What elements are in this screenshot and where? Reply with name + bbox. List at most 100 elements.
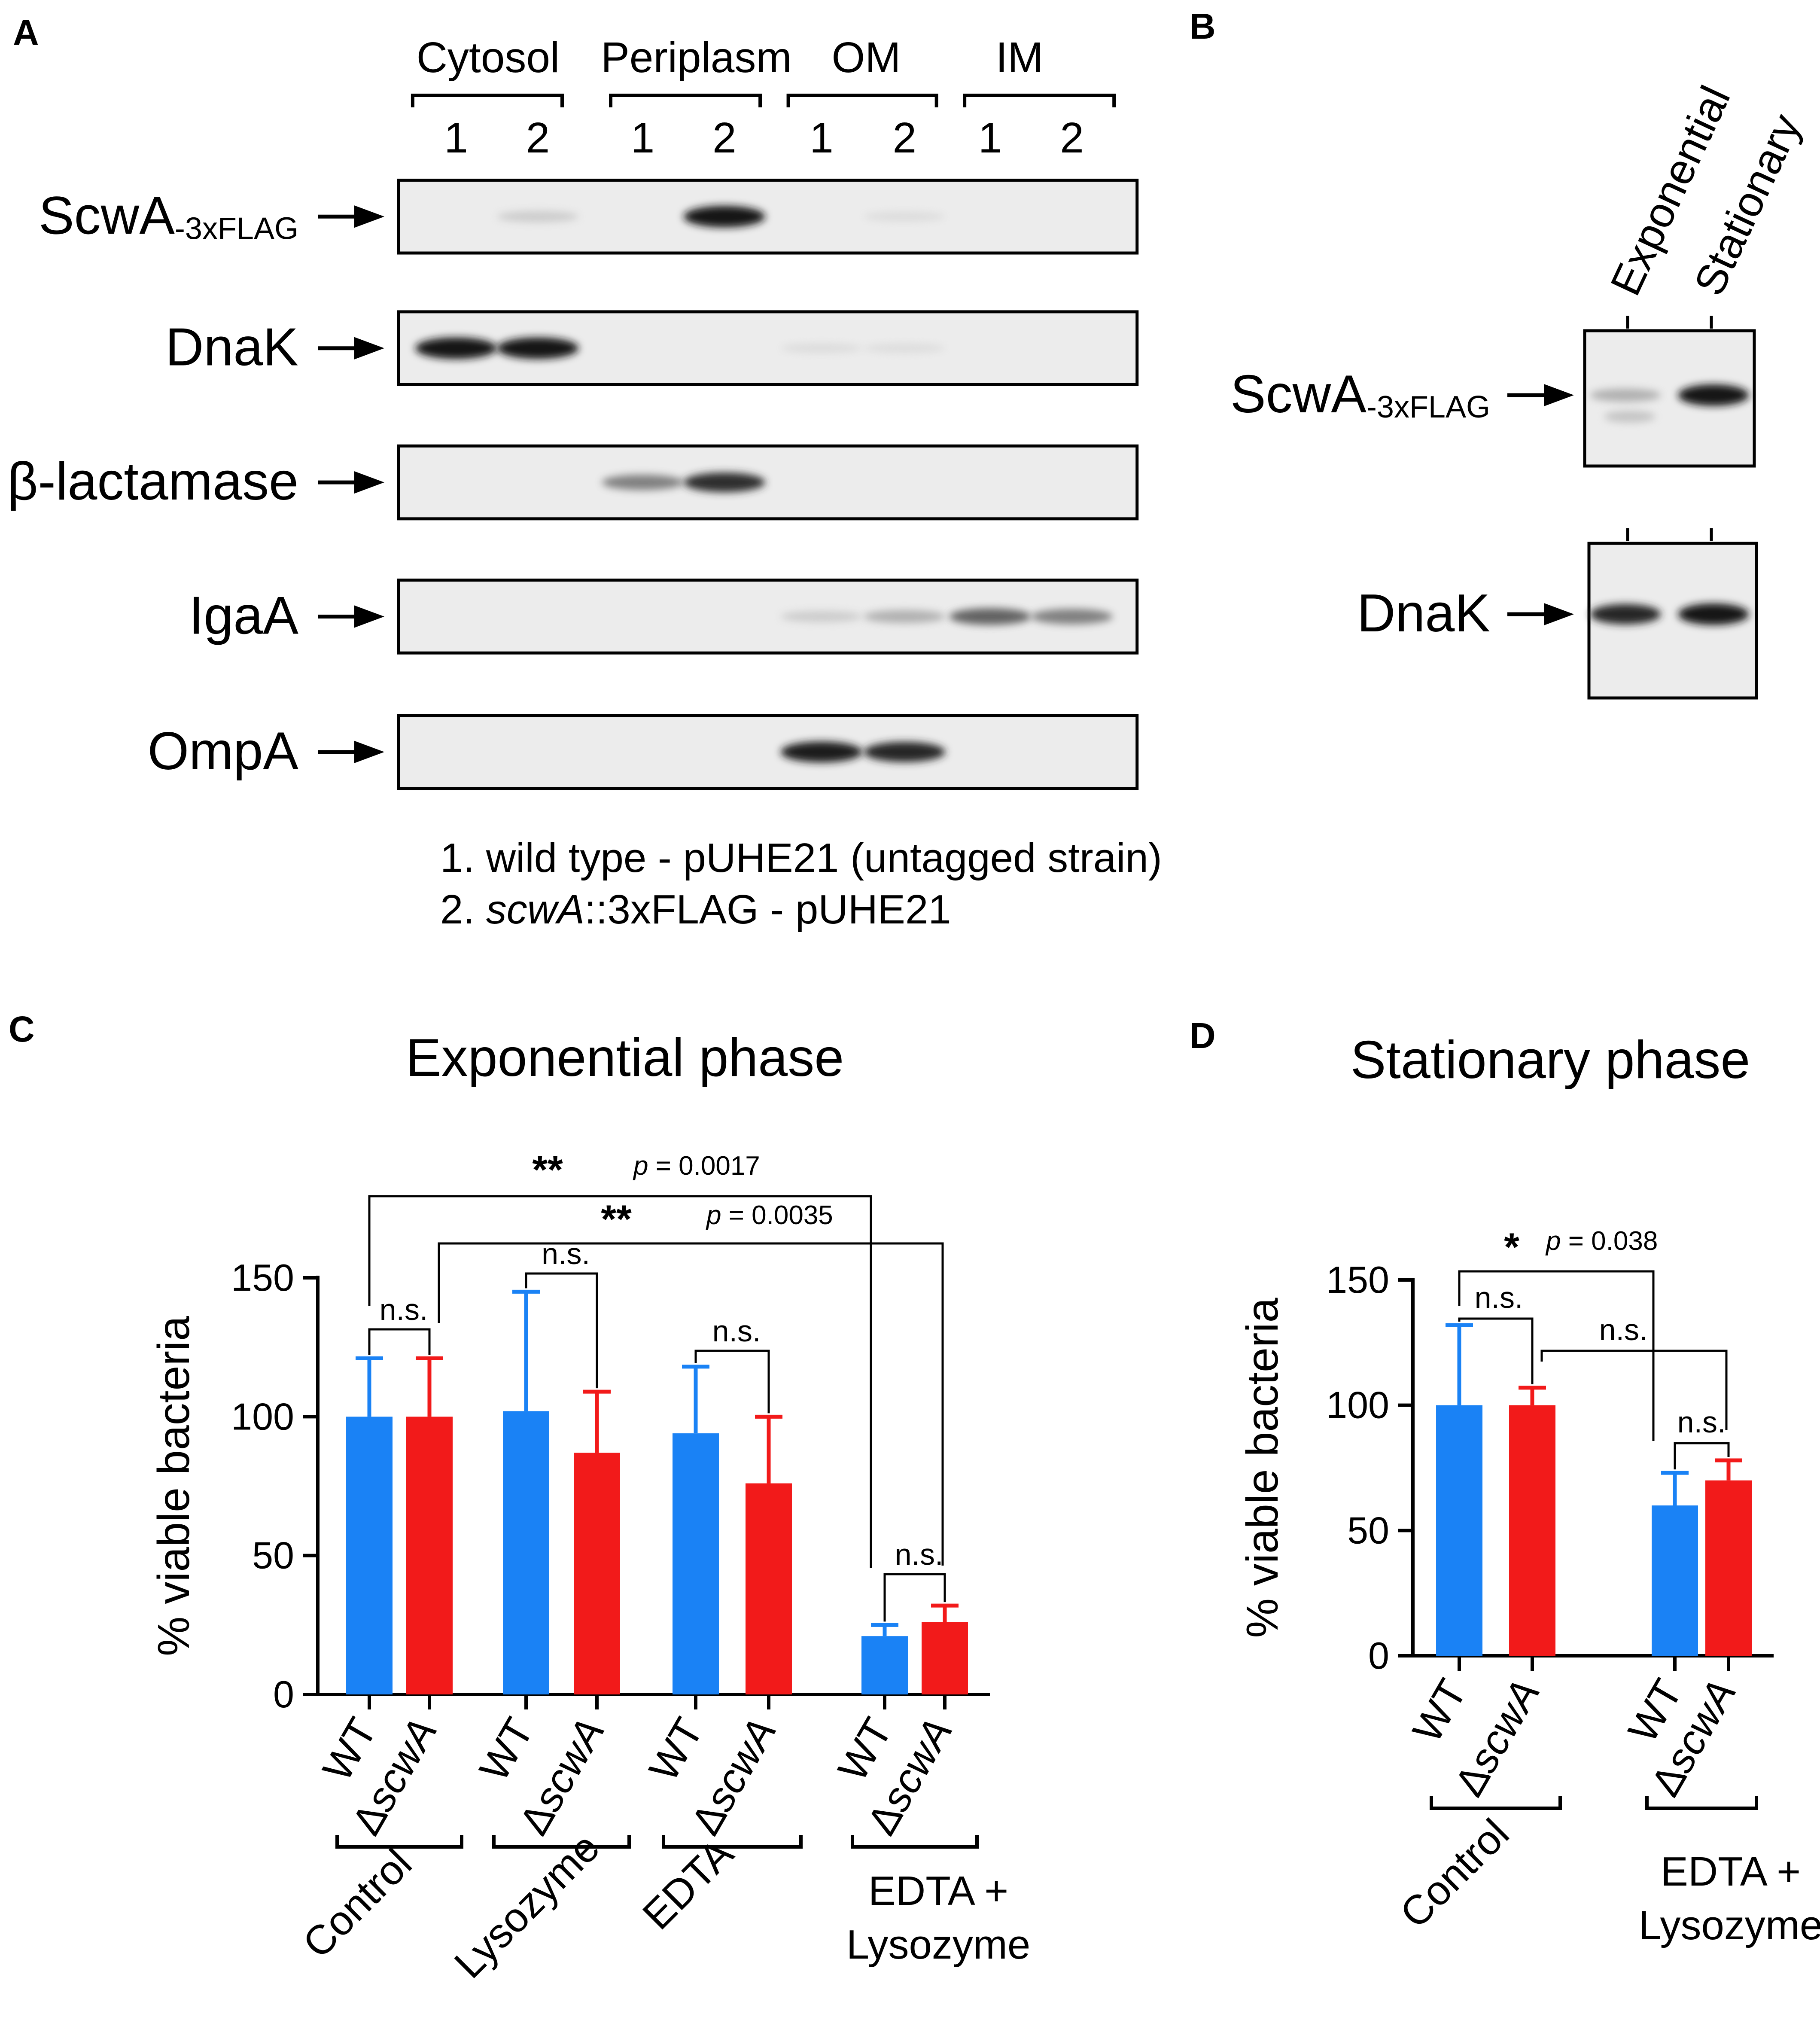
bar-wt	[861, 1636, 908, 1694]
category-label: WT	[471, 1710, 542, 1789]
blot-arrow-head	[354, 337, 384, 360]
fraction-label: IM	[996, 34, 1044, 82]
blot-3: β-lactamase	[7, 444, 1139, 521]
y-tick-label: 150	[1326, 1258, 1389, 1301]
fraction-label: Periplasm	[601, 34, 792, 82]
bar-scwa	[746, 1483, 792, 1694]
group-label: EDTA + Lysozyme	[1639, 1849, 1820, 1948]
blot-b-2: DnaK	[1357, 528, 1758, 700]
panel-label-d: D	[1190, 1015, 1216, 1056]
blot-band	[780, 741, 862, 763]
group-bracket	[335, 1835, 463, 1849]
group-label: EDTA + Lysozyme	[846, 1868, 1031, 1968]
blot-band	[864, 211, 946, 222]
y-tick-label: 50	[1347, 1509, 1389, 1551]
fraction-bracket	[609, 94, 762, 107]
fraction-bracket	[786, 94, 938, 107]
legend-line-2: 2. scwA::3xFLAG - pUHE21	[440, 887, 951, 932]
y-tick-label: 0	[1368, 1634, 1389, 1677]
comparison-bracket-2	[1540, 1350, 1728, 1430]
lane-number: 2	[892, 114, 916, 162]
lane-number: 1	[631, 114, 655, 162]
bar-scwa	[1509, 1405, 1555, 1656]
blot-band	[1590, 388, 1661, 402]
ns-bracket	[1458, 1317, 1534, 1384]
blot-band	[497, 337, 579, 359]
lane-number: 1	[810, 114, 834, 162]
blot-arrow-head	[354, 205, 384, 228]
lane-number: 1	[978, 114, 1002, 162]
fraction-label: OM	[832, 34, 901, 82]
blot-arrow-head	[354, 605, 384, 628]
blot-band	[683, 206, 765, 228]
bar-scwa	[922, 1622, 968, 1694]
bar-scwa	[406, 1417, 453, 1694]
panel-label-c: C	[9, 1009, 35, 1049]
y-tick-label: 0	[273, 1673, 294, 1715]
panel-d-stationary-chart: Stationary phase % viable bacteria 0 50 100 1…	[1238, 1030, 1820, 1948]
panel-label-b: B	[1190, 6, 1216, 46]
significance-stars-1: **	[532, 1148, 563, 1192]
chart-title: Exponential phase	[406, 1028, 844, 1088]
y-axis-title: % viable bacteria	[149, 1316, 199, 1656]
p-value-2: p = 0.0035	[706, 1200, 833, 1230]
blot-protein-label: DnaK	[1357, 584, 1490, 643]
comparison-bracket-1	[1458, 1270, 1655, 1336]
comparison-bracket-1	[368, 1195, 872, 1306]
y-tick-label: 150	[231, 1256, 294, 1299]
ns-label: n.s.	[895, 1538, 943, 1571]
group-label: Control	[294, 1840, 420, 1967]
blot-arrow-head	[354, 740, 384, 763]
y-tick-label: 100	[1326, 1384, 1389, 1426]
blot-2: DnaK	[165, 310, 1139, 386]
blot-membrane	[397, 714, 1139, 790]
panel-a-western-blots: Cytosol 1 2 Periplasm 1 2 OM 1 2 IM 1 2 ScwA-3xFLAG D…	[7, 34, 1162, 932]
blot-band	[864, 610, 946, 623]
fraction-bracket	[411, 94, 564, 107]
bar-scwa	[574, 1453, 620, 1694]
p-value-1: p = 0.0017	[633, 1151, 760, 1181]
significance-stars-2: **	[601, 1197, 632, 1241]
blot-arrow-head	[1544, 603, 1574, 625]
blot-4: IgaA	[189, 579, 1139, 655]
blot-band	[949, 608, 1031, 625]
blot-band	[864, 343, 946, 353]
bar-wt	[1436, 1405, 1482, 1656]
lane-number: 2	[526, 114, 550, 162]
comparison-bracket-2	[438, 1242, 944, 1566]
ns-label: n.s.	[380, 1293, 428, 1326]
chart-title: Stationary phase	[1351, 1030, 1750, 1090]
category-label: WT	[1404, 1672, 1476, 1750]
ns-label: n.s.	[1475, 1281, 1523, 1314]
blot-band	[1590, 604, 1661, 625]
group-bracket	[1430, 1796, 1562, 1810]
panel-label-a: A	[13, 12, 39, 53]
ns-bracket	[368, 1328, 431, 1355]
ns-label: n.s.	[1599, 1313, 1648, 1347]
bar-wt	[503, 1411, 549, 1694]
blot-band	[780, 343, 862, 353]
y-tick-label: 50	[252, 1534, 294, 1577]
blot-band	[1031, 609, 1113, 625]
ns-label: n.s.	[712, 1314, 761, 1348]
lane-number: 2	[1060, 114, 1084, 162]
blot-band	[864, 742, 946, 762]
group-bracket	[1645, 1796, 1758, 1810]
group-bracket	[492, 1835, 631, 1849]
blot-arrow-head	[1544, 384, 1574, 406]
category-label: WT	[640, 1710, 712, 1789]
group-label: Lysozyme	[446, 1825, 609, 1987]
fraction-bracket	[963, 94, 1116, 107]
blot-protein-label: β-lactamase	[7, 452, 298, 511]
lane-number: 2	[712, 114, 737, 162]
blot-band	[602, 475, 684, 491]
blot-band	[1604, 411, 1656, 423]
legend-line-1: 1. wild type - pUHE21 (untagged strain)	[440, 835, 1162, 881]
blot-5: OmpA	[148, 714, 1139, 790]
bar-wt	[673, 1433, 719, 1694]
y-tick-label: 100	[231, 1395, 294, 1438]
ns-label: n.s.	[1677, 1405, 1726, 1439]
lane-number: 1	[444, 114, 468, 162]
